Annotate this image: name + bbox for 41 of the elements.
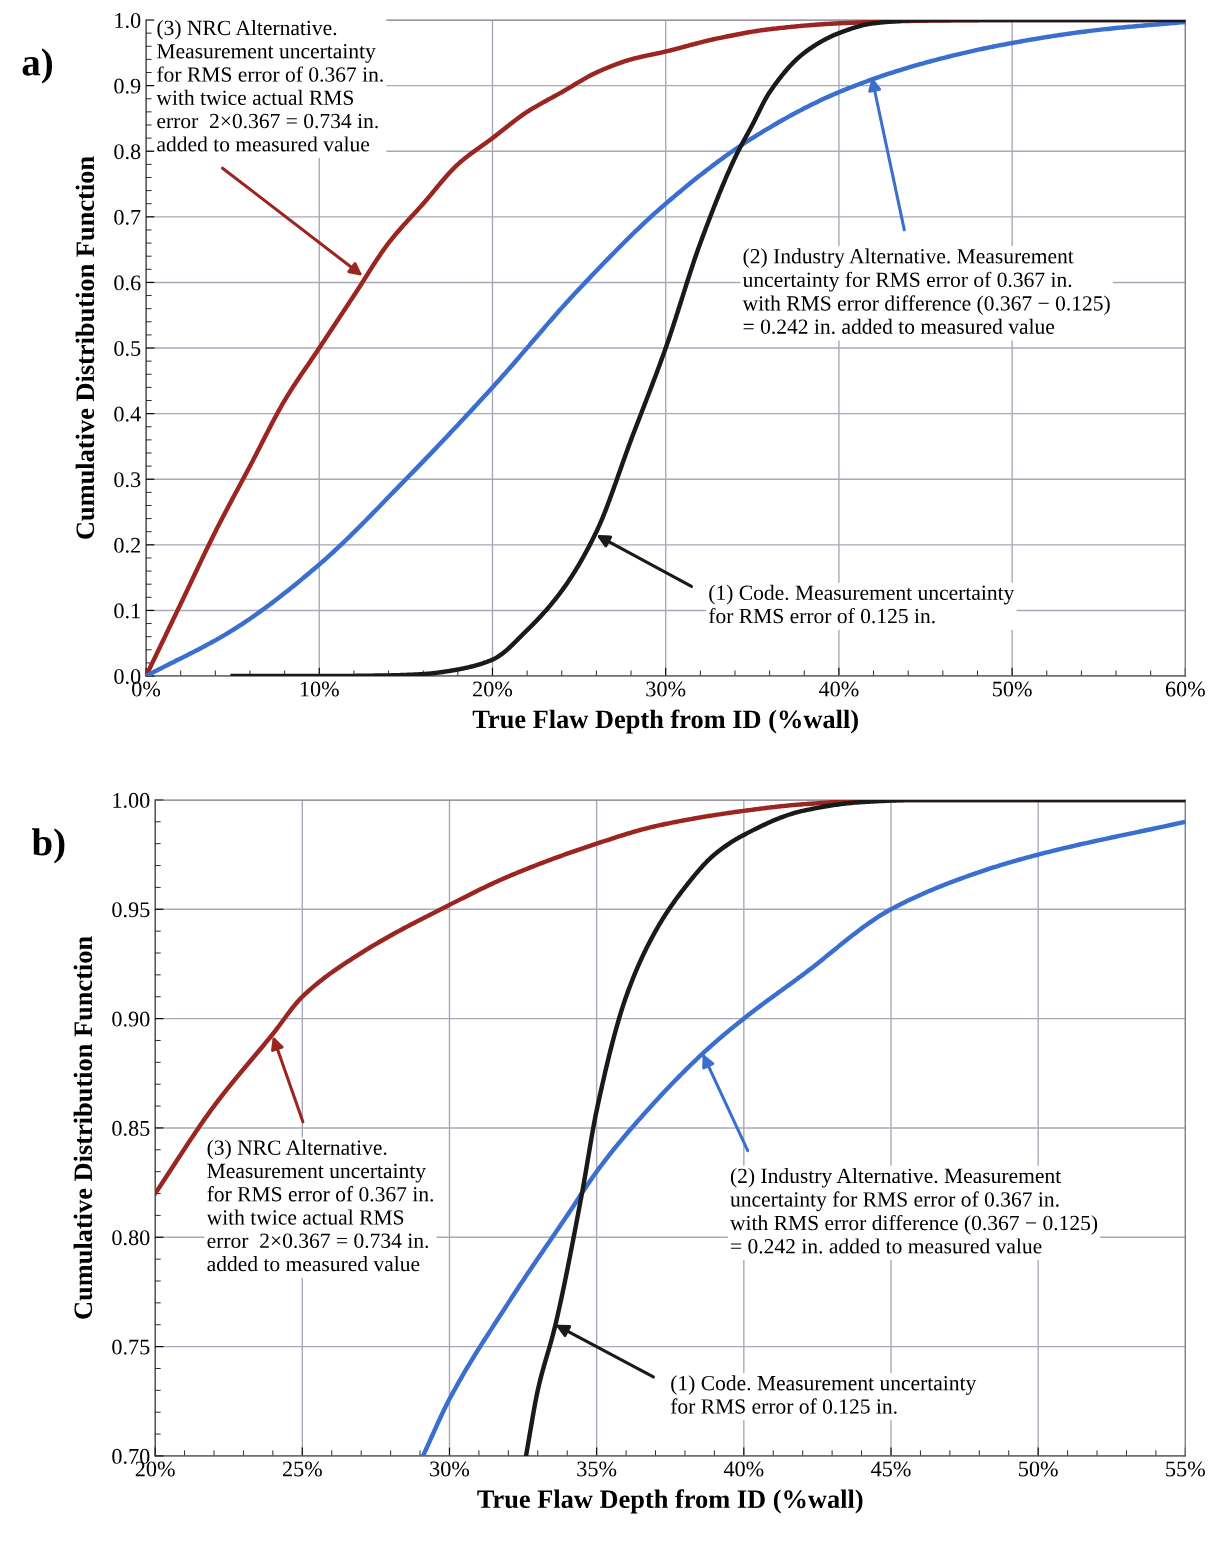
y-tick-label: 0.3 xyxy=(114,472,141,488)
x-tick-label: 35% xyxy=(577,1461,617,1477)
y-axis-title: Cumulative Distribution Function xyxy=(73,936,93,1319)
y-axis-title: Cumulative Distribution Function xyxy=(75,156,95,539)
annotation: (2) Industry Alternative. Measurement uncertainty for RMS error of 0.367 in. with RMS error difference (0.367 − 0.125) = 0.242 in. added to measured value xyxy=(730,1167,1098,1254)
y-tick-label: 0.6 xyxy=(114,275,141,291)
x-tick-label: 50% xyxy=(993,681,1032,697)
x-tick-label: 40% xyxy=(818,681,859,697)
y-tick-label: 0.7 xyxy=(114,209,141,225)
x-tick-label: 60% xyxy=(1165,681,1205,697)
y-tick-label: 0.9 xyxy=(114,78,141,94)
y-tick-label: 0.8 xyxy=(114,144,141,160)
x-tick-label: 25% xyxy=(282,1461,322,1477)
annotation: (3) NRC Alternative. Measurement uncertainty for RMS error of 0.367 in. with twice actual RMS error 2×0.367 = 0.734 in. added to measured value xyxy=(206,1139,434,1272)
y-tick-label: 0.4 xyxy=(114,406,141,422)
x-tick-label: 10% xyxy=(300,681,339,697)
x-tick-label: 20% xyxy=(473,681,513,697)
x-tick-label: 45% xyxy=(871,1461,911,1477)
y-tick-label: 0.1 xyxy=(114,603,140,619)
x-tick-label: 30% xyxy=(646,681,686,697)
text: b) xyxy=(32,828,65,864)
y-tick-label: 0.85 xyxy=(112,1120,150,1136)
y-tick-label: 0.95 xyxy=(112,902,150,918)
annotation: (1) Code. Measurement uncertainty for RMS error of 0.125 in. xyxy=(670,1375,977,1414)
annotation: (2) Industry Alternative. Measurement uncertainty for RMS error of 0.367 in. with RMS error difference (0.367 − 0.125) = 0.242 in. added to measured value xyxy=(742,248,1110,335)
text: a) xyxy=(22,48,53,84)
x-axis-title: True Flaw Depth from ID (%wall) xyxy=(477,1489,863,1514)
x-tick-label: 40% xyxy=(723,1461,764,1477)
y-tick-label: 0.90 xyxy=(112,1011,150,1027)
y-tick-label: 0.80 xyxy=(112,1230,150,1246)
x-tick-label: 30% xyxy=(430,1461,470,1477)
annotation: (3) NRC Alternative. Measurement uncertainty for RMS error of 0.367 in. with twice actual RMS error 2×0.367 = 0.734 in. added to measured value xyxy=(156,20,383,152)
x-tick-label: 55% xyxy=(1166,1461,1205,1477)
annotation: (1) Code. Measurement uncertainty for RMS error of 0.125 in. xyxy=(708,584,1015,624)
y-tick-label: 0.5 xyxy=(114,340,141,357)
x-tick-label: 50% xyxy=(1019,1461,1058,1477)
y-tick-label: 1.0 xyxy=(115,12,141,29)
y-tick-label: 0.2 xyxy=(114,537,140,553)
y-tick-label: 0.75 xyxy=(112,1339,150,1355)
x-axis-title: True Flaw Depth from ID (%wall) xyxy=(472,709,858,734)
y-tick-label: 1.00 xyxy=(113,792,150,808)
